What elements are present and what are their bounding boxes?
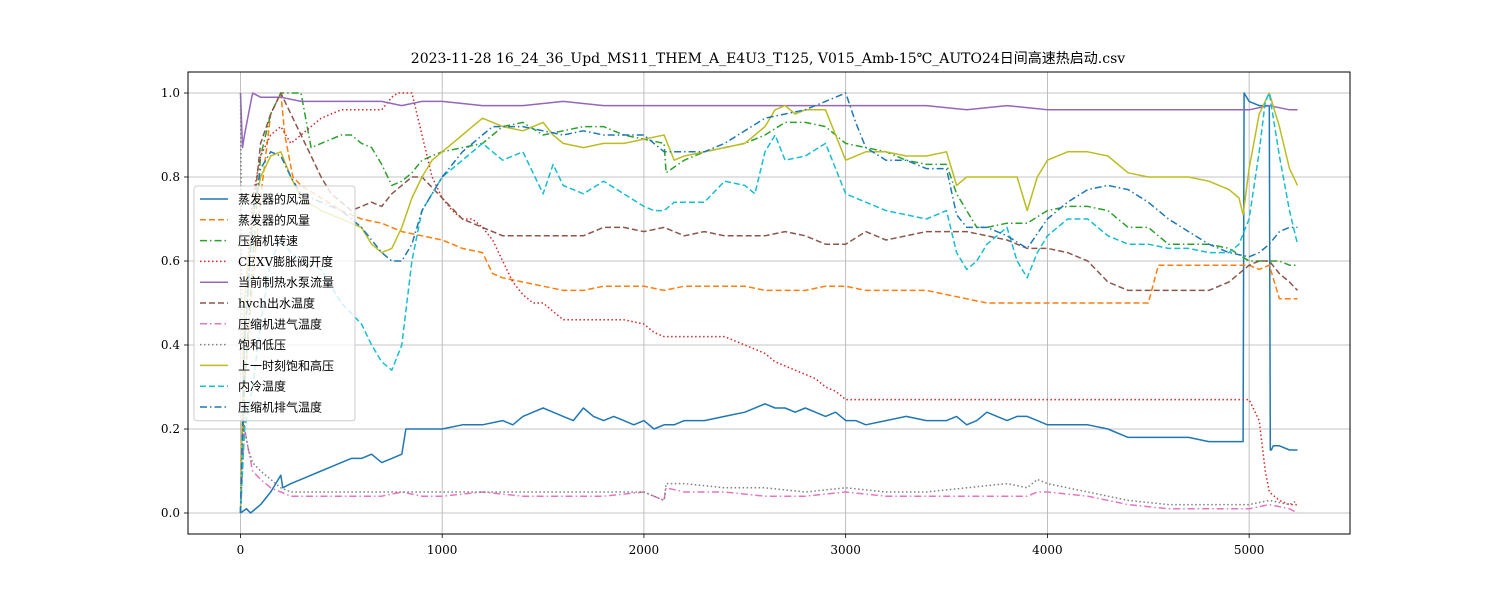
x-tick-label: 2000 <box>629 543 660 557</box>
y-tick-label: 0.0 <box>161 506 180 520</box>
x-tick-label: 4000 <box>1032 543 1063 557</box>
chart-title: 2023-11-28 16_24_36_Upd_MS11_THEM_A_E4U3… <box>411 50 1125 67</box>
grid-lines <box>188 72 1350 534</box>
series-line-6 <box>239 92 1299 514</box>
legend-label: 内冷温度 <box>238 379 286 394</box>
legend-label: hvch出水温度 <box>238 296 315 311</box>
y-tick-label: 0.4 <box>161 338 180 352</box>
plot-area <box>239 92 1299 514</box>
series-line-11 <box>239 92 1298 514</box>
legend-label: 上一时刻饱和高压 <box>238 358 334 373</box>
y-tick-label: 0.8 <box>161 170 180 184</box>
legend-label: 蒸发器的风量 <box>238 212 310 227</box>
y-tick-label: 0.6 <box>161 254 180 268</box>
series-line-10 <box>239 92 1299 514</box>
series-line-3 <box>239 92 1298 514</box>
legend-label: 压缩机转速 <box>238 233 298 248</box>
axes-frame <box>187 71 1351 535</box>
x-tick-label: 5000 <box>1234 543 1265 557</box>
series-line-2 <box>239 92 1298 514</box>
y-tick-label: 1.0 <box>161 86 180 100</box>
series-line-4 <box>239 92 1298 514</box>
series-line-1 <box>240 92 1298 514</box>
y-axis: 0.0 0.2 0.4 0.6 0.8 1.0 <box>161 86 188 520</box>
x-tick-label: 0 <box>237 543 245 557</box>
series-line-7 <box>239 428 1298 514</box>
x-tick-label: 3000 <box>830 543 861 557</box>
series-line-8 <box>239 92 1298 506</box>
series-line-9 <box>239 92 1299 514</box>
legend-label: 蒸发器的风温 <box>238 192 310 207</box>
legend-box <box>193 185 356 422</box>
legend-label: CEXV膨胀阀开度 <box>238 254 333 269</box>
legend-label: 压缩机进气温度 <box>238 316 322 331</box>
x-axis: 0 1000 2000 3000 4000 5000 <box>237 534 1265 557</box>
series-line-5 <box>239 92 1298 149</box>
y-tick-label: 0.2 <box>161 422 180 436</box>
x-tick-label: 1000 <box>427 543 458 557</box>
legend-label: 饱和低压 <box>238 337 286 352</box>
legend-label: 压缩机排气温度 <box>238 400 322 415</box>
legend-label: 当前制热水泵流量 <box>238 275 334 290</box>
